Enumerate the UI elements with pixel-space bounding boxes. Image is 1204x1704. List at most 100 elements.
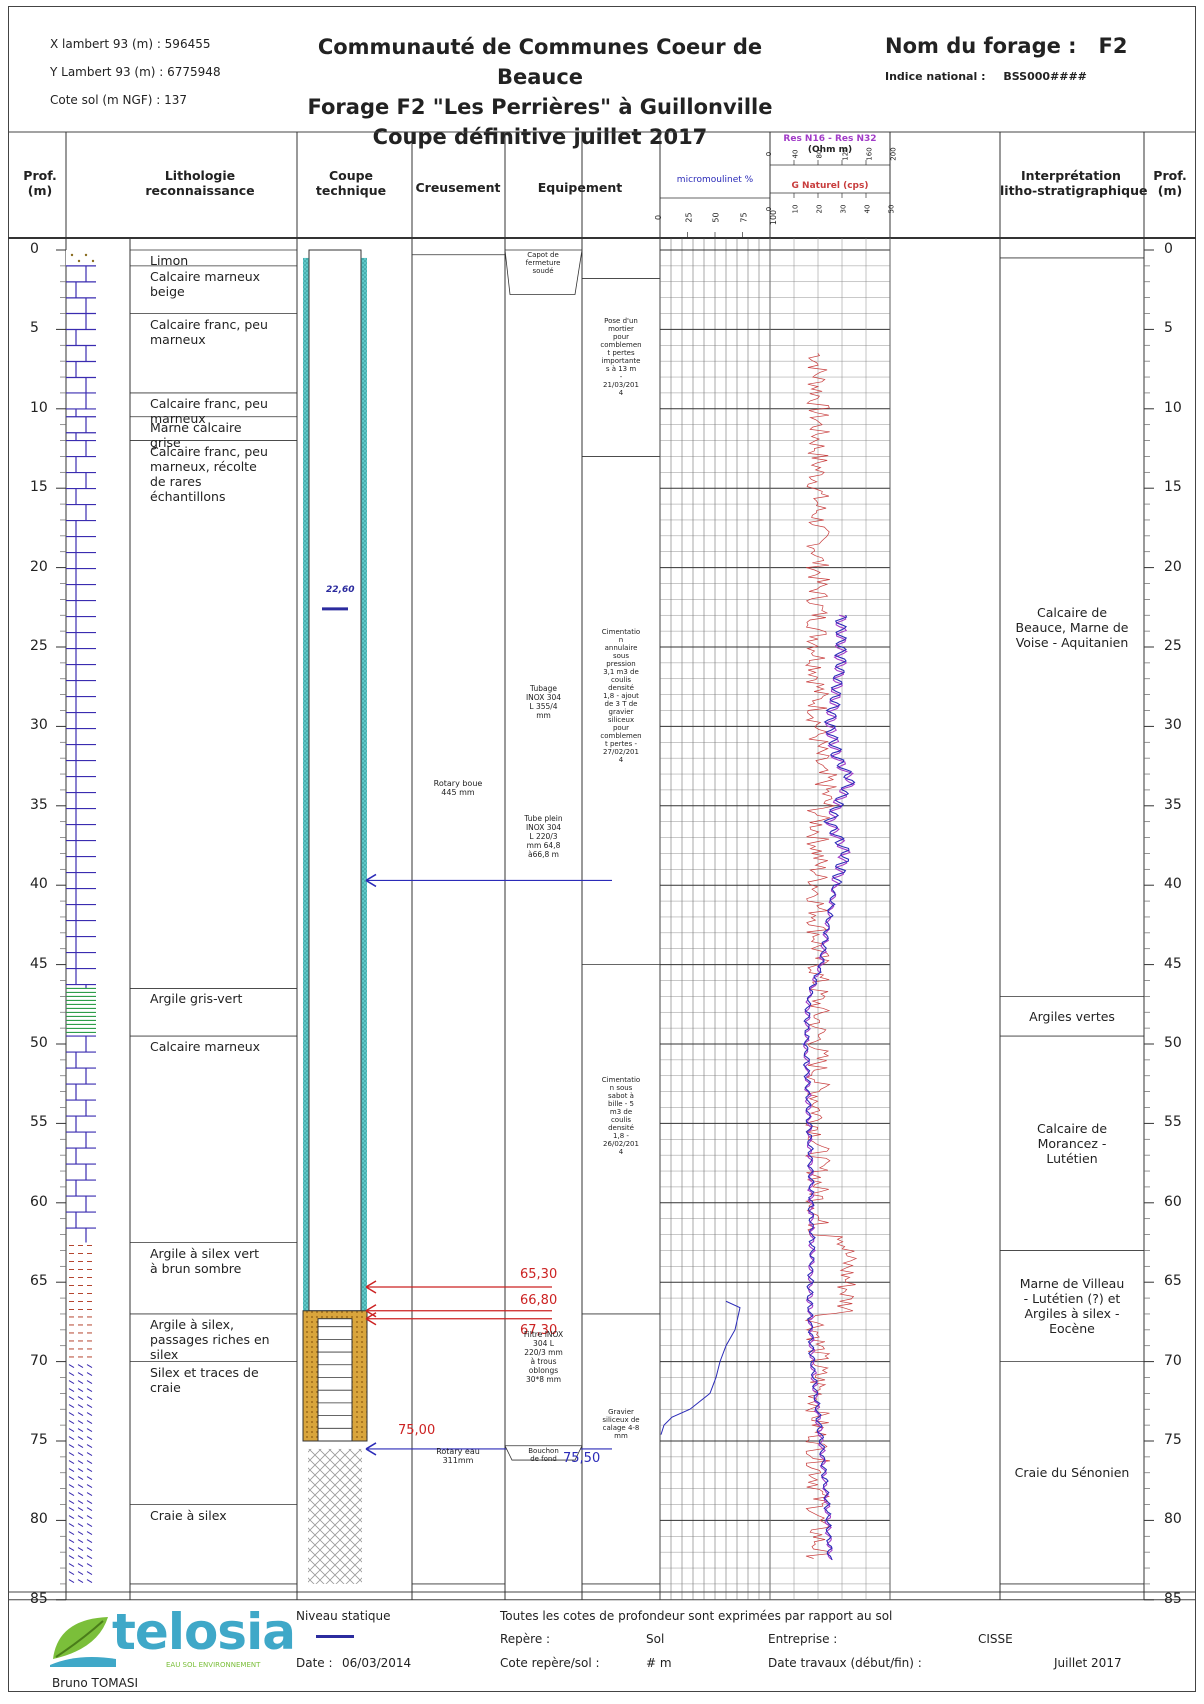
cote-sol: Cote sol (m NGF) : 137 [50,93,187,107]
cimentation1-label: Cimentatio n annulaire sous pression 3,1… [600,627,642,764]
flint-mark [77,1420,84,1425]
screen-filter [317,1318,353,1442]
interpretation-label: Argiles vertes [1029,1008,1115,1024]
micro-tick-label: 75 [739,212,749,223]
col-coupe: Coupe technique [315,168,387,198]
flint-mark [86,1436,93,1441]
depth-label-left: 70 [30,1352,48,1369]
flint-mark [77,1492,84,1497]
lithology-label: Limon [150,253,189,268]
depth-label-right: 80 [1164,1511,1182,1528]
lithology-label: Argile gris-vert [150,991,243,1007]
col-gamma-title: G Naturel (cps) [791,181,869,191]
flint-mark [86,1547,93,1551]
rotary-eau-label: Rotary eau 311mm [436,1447,480,1466]
lithology-label: Calcaire franc, peu marneux, récolte de … [150,443,268,504]
logo-tagline: EAU SOL ENVIRONNEMENT [166,1661,261,1669]
flint-mark [77,1531,84,1535]
flint-mark [68,1444,75,1449]
depth-label-right: 50 [1164,1035,1182,1051]
interpretation-label: Marne de Villeau - Lutétien (?) et Argil… [1019,1276,1125,1337]
flint-mark [86,1555,93,1559]
silt-dot [77,259,81,263]
pump-arrow-head [365,873,377,888]
capot-box [504,249,583,295]
depth-label-left: 85 [30,1590,48,1607]
flint-mark [77,1539,84,1543]
flint-mark [86,1579,93,1583]
cote-value: # m [646,1656,672,1670]
lithology-label: Argile à silex vert à brun sombre [150,1245,260,1276]
flint-mark [68,1515,75,1519]
tube-plein-label: Tube plein INOX 304 L 220/3 mm 64,8 à66,… [524,813,563,859]
flint-mark [68,1412,75,1417]
flint-mark [68,1555,75,1559]
flint-mark [68,1547,75,1551]
gamma-tick-label: 40 [863,204,872,214]
flint-mark [86,1468,93,1473]
flint-mark [86,1539,93,1543]
flint-mark [86,1460,93,1465]
title-line2: Forage F2 "Les Perrières" à Guillonville [307,95,773,119]
interpretation-label: Craie du Sénonien [1014,1465,1130,1481]
flint-mark [86,1420,93,1425]
depth-label-right: 60 [1164,1193,1182,1210]
arrow-7550-head [365,1442,377,1456]
lithology-label: Marne calcaire grise [150,419,242,450]
flint-mark [86,1404,93,1409]
flint-mark [86,1428,93,1433]
gamma-tick-label: 10 [791,204,800,214]
flint-mark [68,1539,75,1543]
footer-note: Toutes les cotes de profondeur sont expr… [500,1609,893,1623]
depth-label-left: 35 [30,796,48,813]
logo-text: telosia [112,1603,296,1661]
depth-6680: 66,80 [520,1292,558,1308]
gamma-curve [804,352,858,1559]
col-micromoulinet: micromoulinet % [676,175,754,185]
entreprise-value: CISSE [978,1632,1013,1646]
flint-mark [77,1563,84,1567]
depth-label-right: 40 [1164,876,1182,893]
flint-mark [68,1531,75,1535]
depth-label-left: 55 [30,1114,48,1131]
flint-mark [68,1492,75,1497]
date-value: 06/03/2014 [342,1656,412,1670]
flint-mark [68,1452,75,1457]
arrow-6680-head [365,1304,377,1318]
cimentation2-label: Cimentatio n sous sabot à bille - 5 m3 d… [601,1075,641,1156]
flint-mark [77,1436,84,1441]
resistivity-n16-curve [801,614,856,1560]
forage-name: Nom du forage : F2 [885,34,1128,58]
flint-mark [77,1579,84,1583]
res-tick-label: 0 [765,151,774,157]
header-coords: X lambert 93 (m) : 596455 Y Lambert 93 (… [50,30,221,114]
silt-dot [84,253,88,257]
lithology-label: Calcaire marneux [150,1039,261,1055]
gamma-tick-label: 30 [839,204,848,214]
col-res-title: Res N16 - Res N32 [783,134,877,144]
flint-mark [68,1404,75,1409]
depth-label-left: 45 [30,955,48,972]
gamma-tick-label: 0 [765,206,774,212]
depth-7550: 75,50 [563,1450,601,1466]
micro-tick-label: 25 [684,212,694,223]
lithology-label: Calcaire marneux beige [150,268,261,299]
flint-mark [68,1500,75,1505]
depth-label-left: 10 [30,399,48,416]
flint-mark [77,1396,84,1401]
flint-mark [86,1476,93,1481]
annular-cement-right [361,257,367,1311]
flint-mark [68,1428,75,1433]
depth-label-right: 70 [1164,1352,1182,1369]
author: Bruno TOMASI [52,1676,139,1690]
depth-7500: 75,00 [398,1423,436,1438]
depth-label-right: 25 [1164,638,1182,654]
leaf-logo-icon [50,1617,116,1667]
res-tick-label: 200 [889,147,898,161]
flint-mark [86,1515,93,1519]
gamma-tick-label: 50 [887,204,896,214]
flint-mark [86,1380,93,1385]
depth-label-right: 0 [1164,241,1173,257]
depth-label-left: 25 [30,638,48,654]
resistivity-n32-curve [802,614,856,1561]
